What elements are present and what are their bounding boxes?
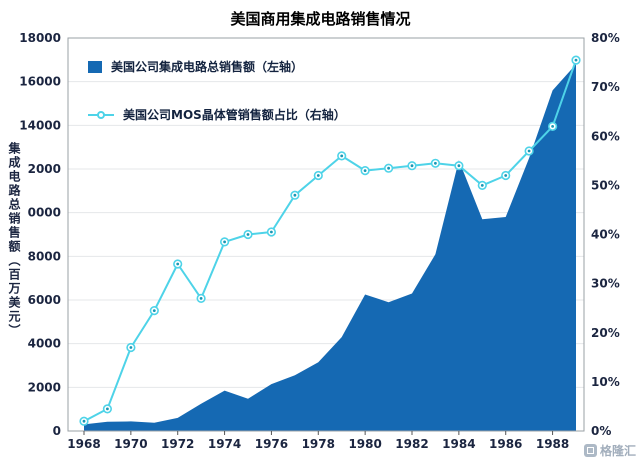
- svg-text:1988: 1988: [536, 437, 569, 451]
- line-swatch: [88, 109, 114, 121]
- svg-text:4000: 4000: [28, 337, 61, 351]
- svg-text:2000: 2000: [28, 162, 61, 176]
- chart-title: 美国商用集成电路销售情况: [230, 10, 411, 28]
- watermark: 格隆汇: [583, 442, 636, 459]
- legend-sales-label: 美国公司集成电路总销售额（左轴）: [111, 60, 304, 74]
- legend-mos-label: 美国公司MOS晶体管销售额占比（右轴）: [123, 108, 346, 122]
- svg-text:20%: 20%: [591, 326, 620, 340]
- svg-text:0000: 0000: [28, 206, 61, 220]
- legend-item-sales: 美国公司集成电路总销售额（左轴）: [88, 58, 303, 75]
- svg-text:50%: 50%: [591, 178, 620, 192]
- left-axis-title: 集成电路总销售额（百万美元）: [7, 142, 21, 338]
- svg-text:0%: 0%: [591, 424, 611, 438]
- svg-text:0: 0: [53, 424, 61, 438]
- svg-text:10%: 10%: [591, 375, 620, 389]
- svg-text:18000: 18000: [19, 31, 61, 45]
- svg-text:14000: 14000: [19, 118, 61, 132]
- svg-text:1980: 1980: [348, 437, 381, 451]
- svg-text:60%: 60%: [591, 129, 620, 143]
- svg-text:1982: 1982: [395, 437, 428, 451]
- svg-text:16000: 16000: [19, 75, 61, 89]
- svg-text:80%: 80%: [591, 31, 620, 45]
- line-swatch-marker: [97, 110, 105, 119]
- svg-text:1972: 1972: [161, 437, 194, 451]
- svg-text:8000: 8000: [28, 249, 61, 263]
- svg-text:70%: 70%: [591, 80, 620, 94]
- svg-text:1976: 1976: [255, 437, 288, 451]
- svg-text:1978: 1978: [302, 437, 335, 451]
- svg-text:2000: 2000: [28, 380, 61, 394]
- area-swatch: [88, 60, 102, 73]
- watermark-icon: [583, 444, 597, 457]
- sales-area: [84, 64, 576, 431]
- svg-text:40%: 40%: [591, 228, 620, 242]
- mos-share-line: [83, 59, 577, 423]
- svg-text:1968: 1968: [67, 437, 100, 451]
- watermark-text: 格隆汇: [599, 444, 636, 458]
- svg-text:1974: 1974: [208, 437, 241, 451]
- svg-text:1986: 1986: [489, 437, 522, 451]
- svg-text:6000: 6000: [28, 293, 61, 307]
- svg-text:1984: 1984: [442, 437, 475, 451]
- legend-item-mos-share: 美国公司MOS晶体管销售额占比（右轴）: [88, 106, 346, 123]
- svg-text:1970: 1970: [114, 437, 147, 451]
- svg-text:30%: 30%: [591, 277, 620, 291]
